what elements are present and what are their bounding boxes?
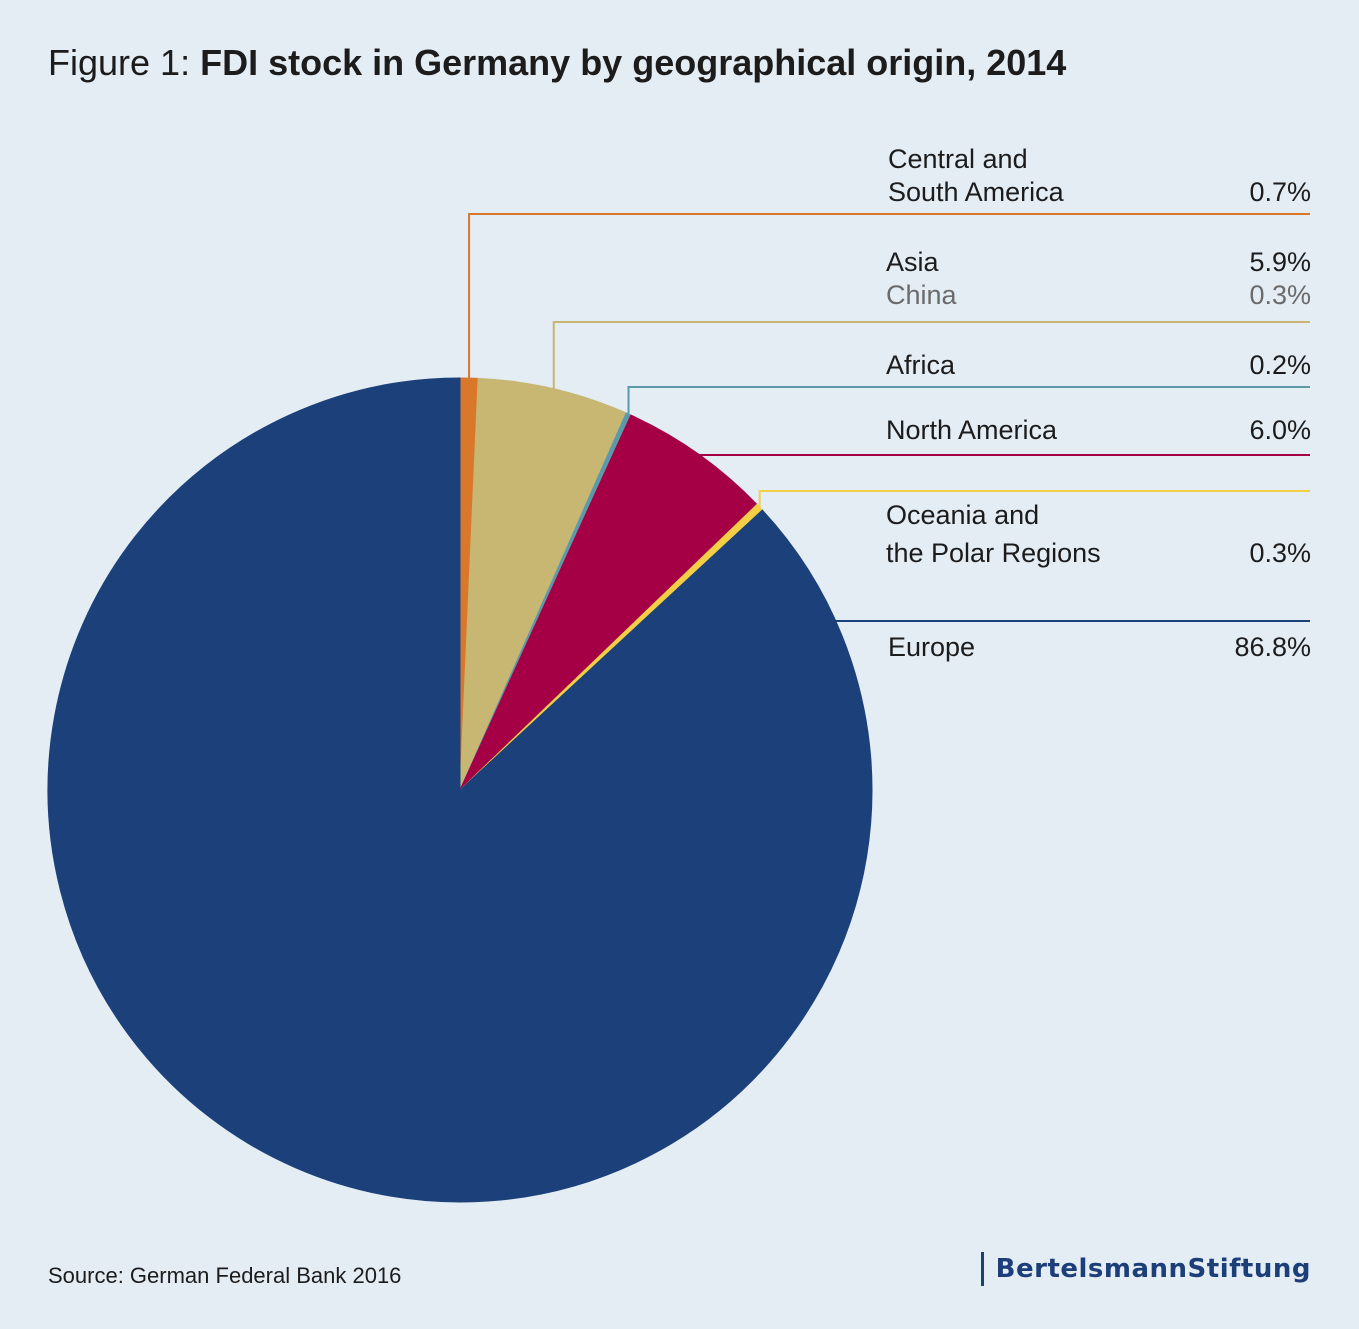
- legend-value-africa: 0.2%: [1249, 350, 1311, 380]
- legend-value-north-america: 6.0%: [1249, 415, 1311, 445]
- title-main: FDI stock in Germany by geographical ori…: [200, 42, 1067, 83]
- brand-logo: BertelsmannStiftung: [980, 1252, 1311, 1286]
- pie-slices: [47, 377, 873, 1203]
- leader-line-asia: [552, 321, 1310, 389]
- title-prefix: Figure 1:: [48, 42, 201, 83]
- legend-label-africa: Africa: [886, 350, 956, 380]
- legend-value-china: 0.3%: [1249, 280, 1311, 310]
- brand-bar: [980, 1252, 984, 1286]
- leader-line-oceania-and-the-polar-regions: [758, 490, 1310, 508]
- leader-line-africa: [627, 386, 1310, 415]
- pie-slice-europe: [47, 377, 873, 1203]
- chart-title: Figure 1: FDI stock in Germany by geogra…: [48, 40, 1066, 86]
- legend-value-asia: 5.9%: [1249, 247, 1311, 277]
- legend-label-china: China: [886, 280, 957, 310]
- legend-label-oceania-1: Oceania and: [886, 500, 1040, 530]
- legend-label-europe: Europe: [888, 632, 976, 662]
- legend-label-central-south-america-2: South America: [888, 177, 1064, 207]
- legend-value-oceania: 0.3%: [1249, 538, 1311, 568]
- brand-text: BertelsmannStiftung: [995, 1254, 1311, 1284]
- legend-label-oceania-2: the Polar Regions: [886, 538, 1101, 568]
- leader-lines: [468, 213, 1310, 622]
- source-note: Source: German Federal Bank 2016: [48, 1263, 402, 1288]
- leader-line-central-and-south-america: [468, 213, 1310, 379]
- legend-label-central-south-america-1: Central and: [888, 144, 1028, 174]
- legend-label-asia: Asia: [886, 247, 939, 277]
- legend-value-central-south-america: 0.7%: [1249, 177, 1311, 207]
- pie-slice-asia: [459, 377, 627, 791]
- pie-slice-north-america: [459, 414, 758, 791]
- legend-value-europe: 86.8%: [1234, 632, 1311, 662]
- legend-label-north-america: North America: [886, 415, 1058, 445]
